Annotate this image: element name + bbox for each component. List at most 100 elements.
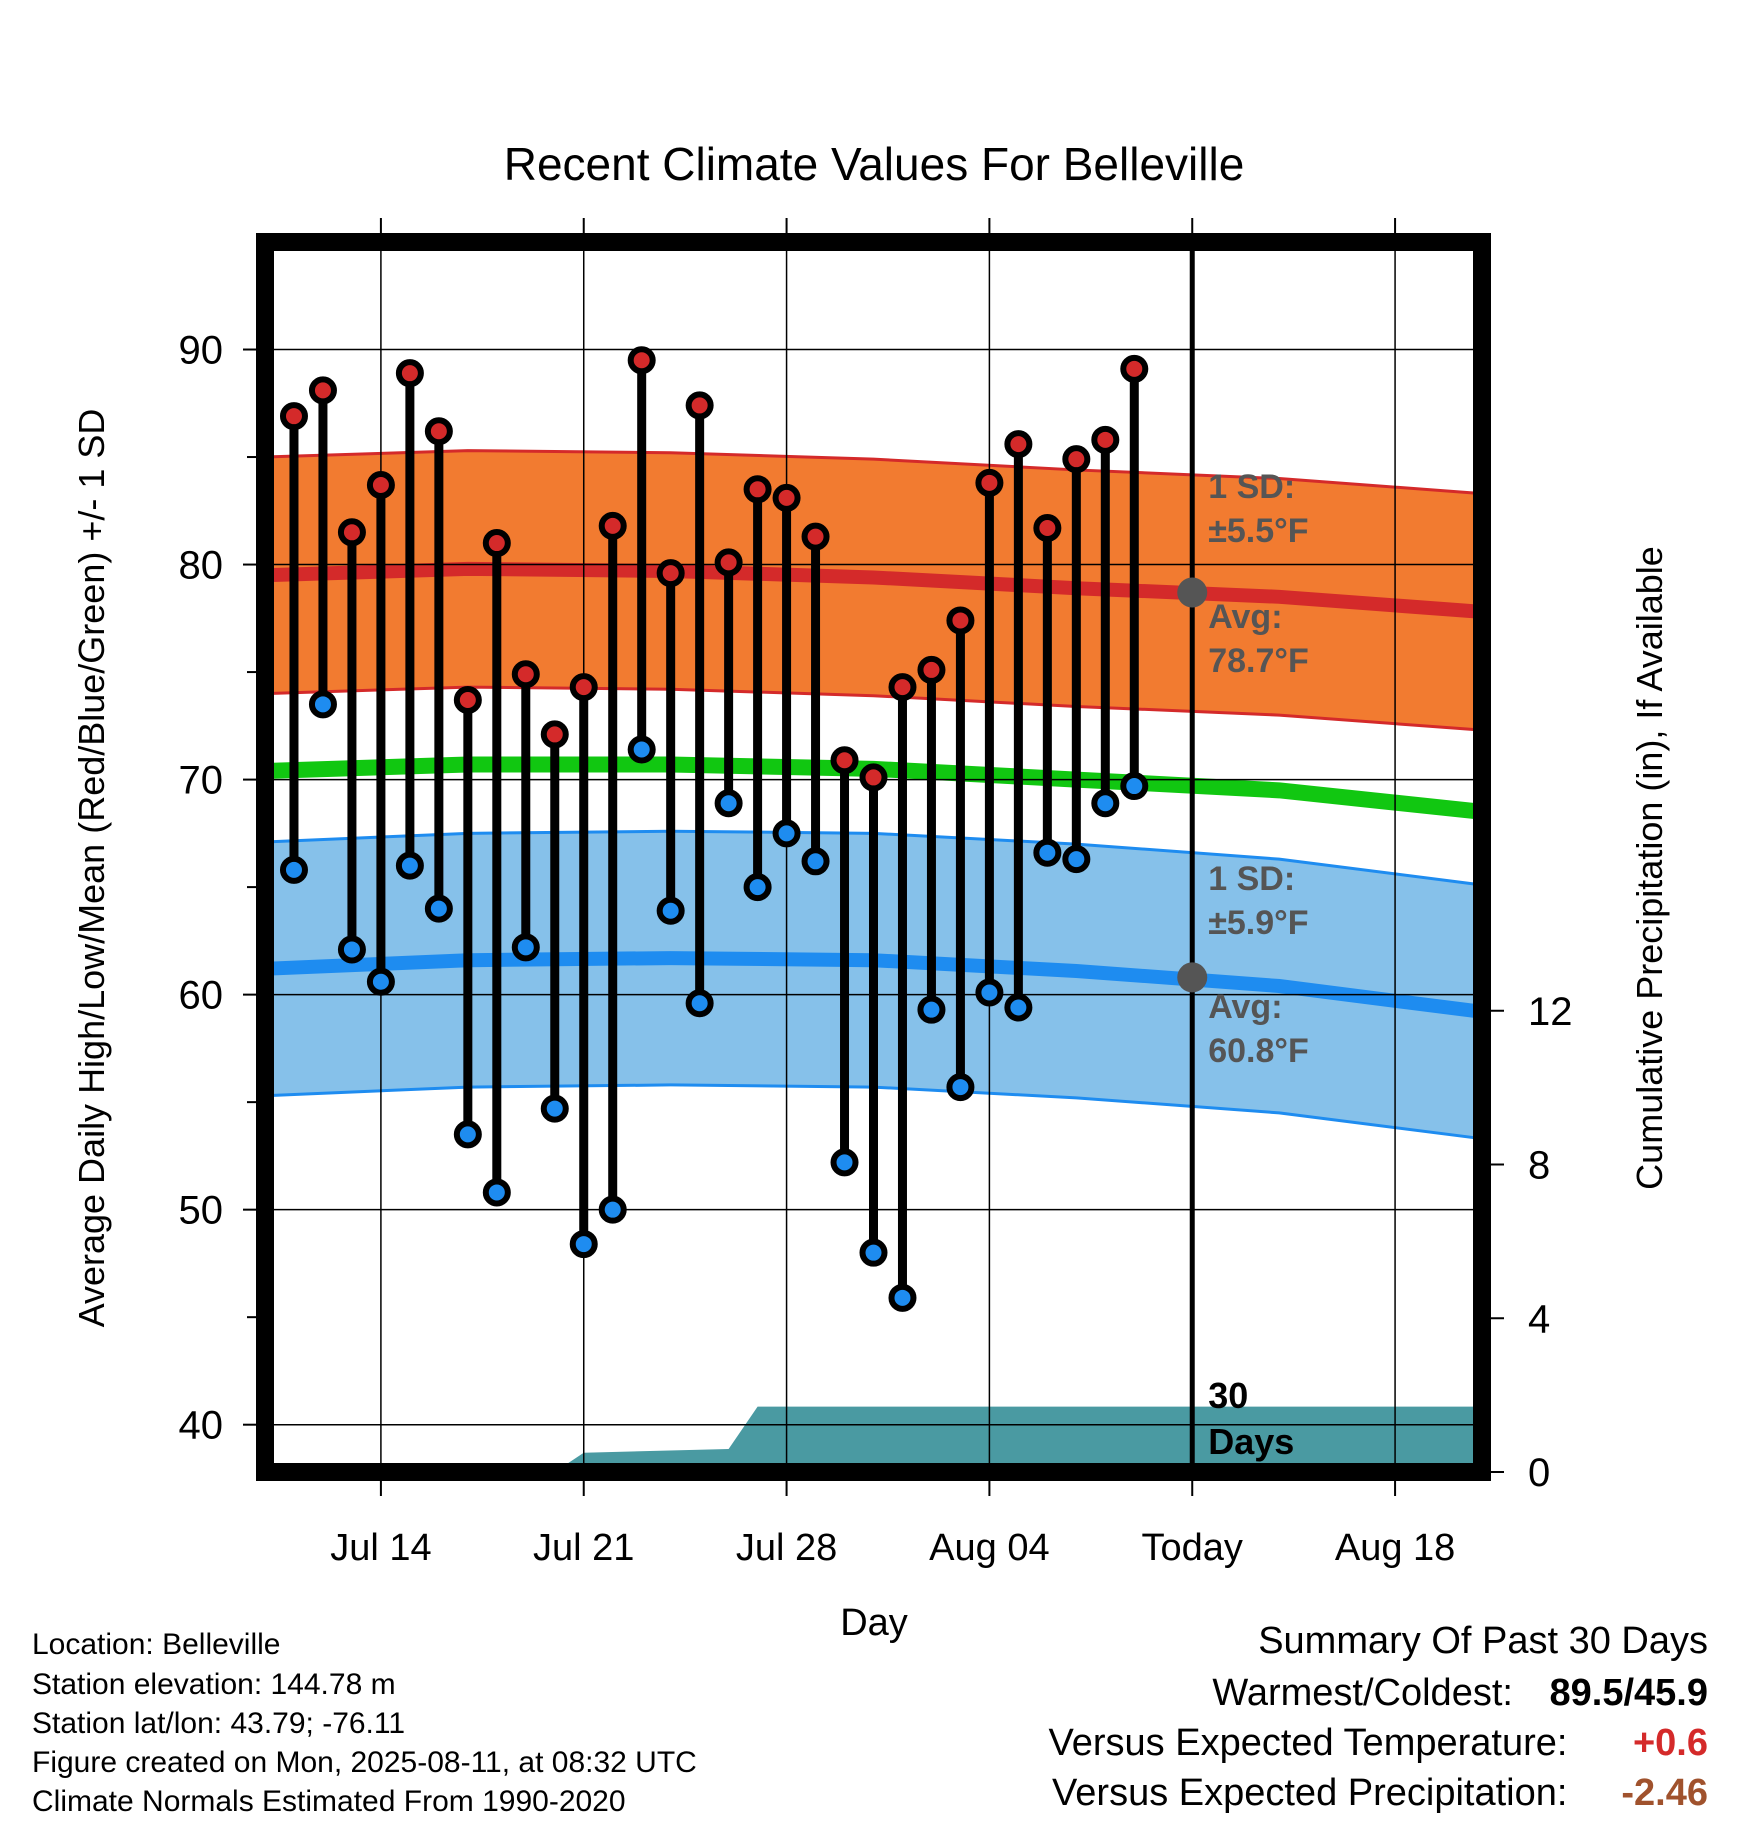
high-sd-upper-edge	[264, 449, 1483, 496]
y-tick-label: 70	[179, 759, 224, 803]
high-point	[1004, 430, 1033, 459]
high-sd-band	[265, 450, 1482, 731]
low-point	[743, 873, 772, 902]
high-point	[366, 470, 395, 499]
precip-area	[265, 1406, 1482, 1472]
high-point	[569, 673, 598, 702]
low-point	[830, 1148, 859, 1177]
low-point	[1033, 838, 1062, 867]
high-point	[337, 518, 366, 547]
summary-title: Summary Of Past 30 Days	[1258, 1620, 1708, 1662]
low-point	[801, 847, 830, 876]
footer-normals: Climate Normals Estimated From 1990-2020	[32, 1785, 626, 1818]
x-tick-label: Jul 21	[533, 1527, 634, 1569]
low-point	[453, 1120, 482, 1149]
low-sd-value: ±5.9°F	[1208, 904, 1308, 942]
footer-elevation: Station elevation: 144.78 m	[32, 1668, 396, 1701]
y2-tick-label: 0	[1528, 1451, 1550, 1495]
high-point	[975, 468, 1004, 497]
x-tick-label: Aug 04	[929, 1527, 1049, 1569]
summary-temp: Versus Expected Temperature: +0.6	[1049, 1722, 1708, 1765]
low-point	[714, 789, 743, 818]
low-point	[946, 1073, 975, 1102]
high-point	[453, 686, 482, 715]
high-point	[946, 606, 975, 635]
low-point	[627, 735, 656, 764]
footer-latlon: Station lat/lon: 43.79; -76.11	[32, 1707, 406, 1740]
y2-tick-label: 8	[1528, 1144, 1550, 1188]
low-point	[772, 819, 801, 848]
high-point	[888, 673, 917, 702]
high-point	[308, 376, 337, 405]
low-point	[424, 894, 453, 923]
x-tick-label: Aug 18	[1335, 1527, 1455, 1569]
high-point	[627, 346, 656, 375]
low-point	[366, 967, 395, 996]
high-point	[395, 359, 424, 388]
high-point	[598, 511, 627, 540]
summary-temp-value: +0.6	[1632, 1722, 1708, 1764]
x-tick-label: Today	[1142, 1527, 1243, 1569]
y2-tick-label: 12	[1528, 990, 1573, 1034]
low-point	[279, 855, 308, 884]
low-point	[395, 851, 424, 880]
y-tick-label: 50	[179, 1189, 224, 1233]
high-point	[1033, 513, 1062, 542]
daily-points	[279, 346, 1149, 1312]
footer-created: Figure created on Mon, 2025-08-11, at 08…	[32, 1746, 697, 1779]
y2-tick-label: 4	[1528, 1297, 1550, 1341]
high-point	[656, 559, 685, 588]
today-high-avg-marker	[1177, 577, 1208, 608]
annotations: 1 SD: ±5.5°F Avg: 78.7°F 1 SD: ±5.9°F Avg: 60.8…	[1177, 468, 1309, 1462]
low-point	[511, 933, 540, 962]
low-point	[917, 995, 946, 1024]
y-tick-label: 60	[179, 974, 224, 1018]
low-point	[1062, 845, 1091, 874]
high-point	[424, 417, 453, 446]
low-point	[888, 1283, 917, 1312]
plot-frame	[256, 233, 1491, 1481]
low-point	[569, 1230, 598, 1259]
x-axis-label: Day	[840, 1602, 908, 1644]
summary-precip-value: -2.46	[1621, 1772, 1708, 1814]
high-point	[1062, 445, 1091, 474]
daily-stems	[289, 360, 1139, 1298]
summary-warm-cold: Warmest/Coldest: 89.5/45.9	[1212, 1672, 1708, 1715]
high-point	[859, 763, 888, 792]
low-point	[975, 978, 1004, 1007]
summary-precip-label: Versus Expected Precipitation:	[1052, 1772, 1568, 1814]
footer-location: Location: Belleville	[32, 1628, 281, 1661]
high-point	[772, 483, 801, 512]
summary-warm-cold-label: Warmest/Coldest:	[1212, 1672, 1513, 1714]
low-point	[308, 690, 337, 719]
today-low-avg-marker	[1177, 962, 1208, 993]
low-point	[337, 935, 366, 964]
high-point	[1120, 354, 1149, 383]
summary-precip: Versus Expected Precipitation: -2.46	[1052, 1772, 1708, 1815]
low-sd-label: 1 SD:	[1208, 860, 1295, 898]
low-avg-value: 60.8°F	[1208, 1032, 1309, 1070]
high-point	[917, 655, 946, 684]
high-point	[685, 391, 714, 420]
low-point	[859, 1238, 888, 1267]
y-tick-label: 80	[179, 544, 224, 588]
high-avg-line	[264, 561, 1483, 619]
low-avg-label: Avg:	[1208, 988, 1282, 1026]
low-point	[482, 1178, 511, 1207]
y-tick-label: 90	[179, 329, 224, 373]
summary-temp-label: Versus Expected Temperature:	[1048, 1722, 1568, 1764]
high-point	[743, 475, 772, 504]
window-days-unit: Days	[1208, 1421, 1294, 1462]
high-avg-value: 78.7°F	[1208, 642, 1309, 680]
high-point	[714, 548, 743, 577]
y-tick-label: 40	[179, 1404, 224, 1448]
precip-layer	[265, 1406, 1482, 1472]
high-point	[801, 522, 830, 551]
high-point	[830, 746, 859, 775]
high-point	[1091, 425, 1120, 454]
low-point	[1120, 772, 1149, 801]
low-point	[1091, 789, 1120, 818]
low-point	[598, 1195, 627, 1224]
axes: 40 50 60 70 80 90 0 4 8 12 Jul 14 Jul 21 Jul 28 Aug 0…	[179, 218, 1573, 1569]
